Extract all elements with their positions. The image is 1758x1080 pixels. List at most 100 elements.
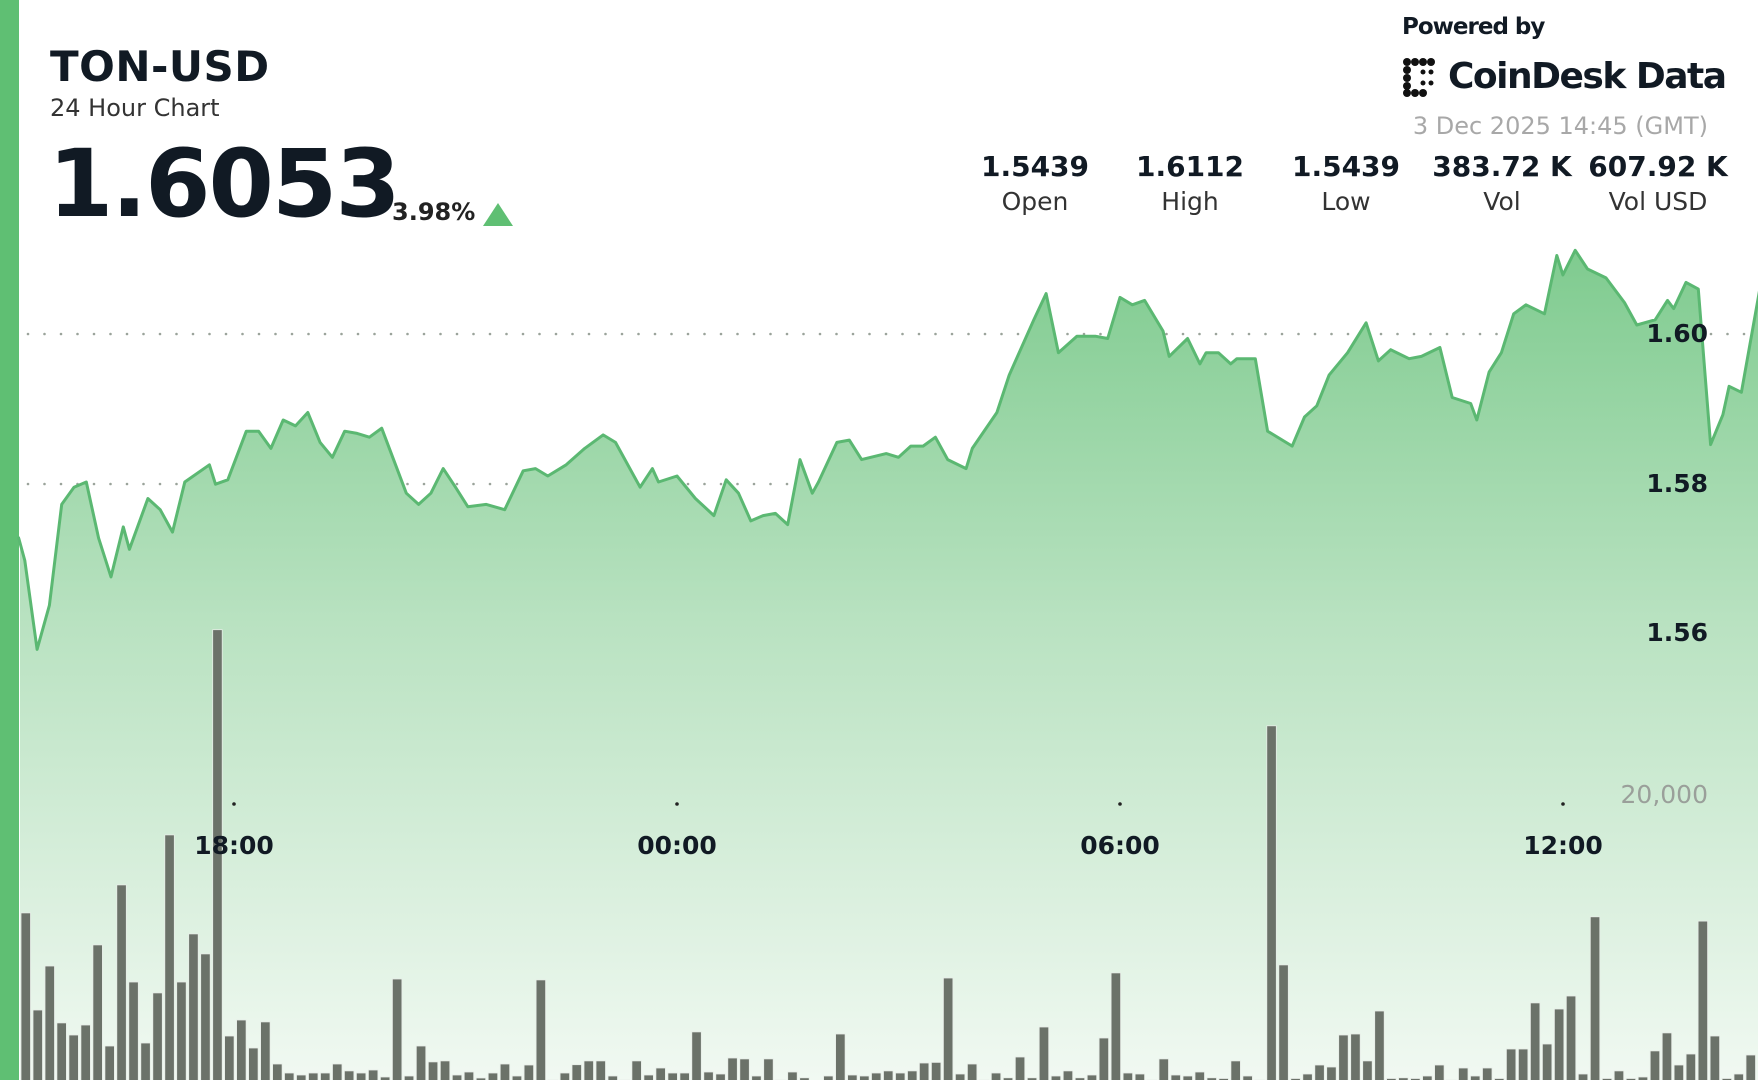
volume-bar (1565, 995, 1577, 1080)
volume-bar (1386, 1078, 1397, 1080)
volume-bar (56, 1022, 67, 1080)
volume-bar (1494, 1078, 1505, 1080)
volume-bar (164, 834, 175, 1080)
volume-bar (859, 1075, 870, 1080)
volume-bar (523, 1064, 534, 1080)
volume-bar (1661, 1032, 1673, 1080)
volume-bar (1745, 1054, 1756, 1080)
volume-bar (1733, 1073, 1744, 1080)
volume-bar (655, 1067, 666, 1080)
volume-bar (1122, 1072, 1133, 1080)
volume-bar (463, 1071, 475, 1080)
y-tick-label: 1.56 (1646, 618, 1708, 647)
volume-bar (1601, 1078, 1613, 1080)
stat-low: 1.5439 Low (1271, 150, 1421, 216)
volume-bar (1026, 1077, 1038, 1080)
stat-label: Low (1321, 187, 1371, 216)
volume-bar (1482, 1067, 1493, 1080)
volume-bar (691, 1031, 702, 1080)
volume-bar (1086, 1074, 1098, 1080)
volume-bar (44, 965, 55, 1080)
volume-bar (607, 1075, 618, 1080)
volume-bar (1398, 1077, 1409, 1080)
volume-bar (1194, 1071, 1205, 1080)
volume-bar (439, 1060, 451, 1080)
powered-by-label: Powered by (1402, 14, 1545, 40)
volume-bar (595, 1060, 606, 1080)
volume-bar (1410, 1078, 1421, 1080)
volume-bar (212, 629, 223, 1080)
volume-bar (20, 912, 31, 1080)
volume-bar (1589, 916, 1601, 1080)
accent-bar (0, 0, 19, 1080)
stat-high: 1.6112 High (1115, 150, 1265, 216)
volume-bar (1134, 1073, 1145, 1080)
volume-bar (739, 1058, 750, 1080)
volume-bar (1362, 1060, 1373, 1080)
stat-value: 1.5439 (980, 150, 1090, 183)
x-tick-mark (1561, 802, 1565, 806)
volume-bar (1314, 1064, 1325, 1080)
timestamp: 3 Dec 2025 14:45 (GMT) (1412, 112, 1708, 140)
up-triangle-icon (483, 203, 513, 226)
volume-bar (1038, 1026, 1050, 1080)
volume-bar (990, 1072, 1002, 1080)
volume-bar (188, 933, 199, 1080)
volume-bar (224, 1035, 235, 1080)
volume-bar (32, 1009, 43, 1080)
volume-bar (1074, 1077, 1086, 1080)
stat-vol: 383.72 K Vol (1427, 150, 1577, 216)
volume-bar (391, 978, 403, 1080)
volume-bar (1374, 1010, 1385, 1080)
stat-label: High (1161, 187, 1219, 216)
volume-bar (967, 1063, 978, 1080)
volume-bar (1350, 1033, 1361, 1080)
volume-bar (116, 884, 127, 1080)
volume-bar (1542, 1043, 1553, 1080)
volume-bar (631, 1060, 642, 1080)
volume-bar (1170, 1074, 1181, 1080)
volume-bar (1625, 1078, 1637, 1080)
volume-bar (703, 1071, 714, 1080)
x-tick-label: 12:00 (1523, 831, 1603, 860)
x-tick-mark (1118, 802, 1122, 806)
volume-bar (1062, 1070, 1074, 1080)
volume-bar (715, 1073, 726, 1080)
volume-bar (907, 1070, 918, 1080)
x-tick-mark (232, 802, 236, 806)
stat-value: 607.92 K (1588, 150, 1728, 183)
volume-bar (955, 1073, 966, 1080)
volume-bar (1506, 1048, 1517, 1080)
volume-bar (80, 1024, 91, 1080)
pair-title: TON-USD (50, 42, 270, 91)
x-tick-label: 00:00 (637, 831, 717, 860)
volume-bar (667, 1072, 678, 1080)
y-tick-label: 1.58 (1646, 469, 1708, 498)
volume-bar (895, 1072, 906, 1080)
volume-bar (451, 1074, 463, 1080)
volume-bar (1206, 1077, 1217, 1080)
volume-bar (1422, 1075, 1433, 1080)
x-tick-label: 18:00 (194, 831, 274, 860)
volume-bar (272, 1063, 283, 1080)
stat-label: Open (1001, 187, 1069, 216)
volume-bar (355, 1072, 367, 1080)
volume-bar (763, 1058, 774, 1080)
volume-bar (535, 979, 546, 1080)
y-tick-label: 1.60 (1646, 319, 1708, 348)
volume-bar (1613, 1070, 1625, 1080)
volume-bar (643, 1074, 654, 1080)
coindesk-logo: CoinDesk Data (1402, 56, 1727, 97)
stat-label: Vol (1483, 187, 1521, 216)
volume-bar (1721, 1078, 1732, 1080)
x-tick-mark (675, 802, 679, 806)
volume-bar (296, 1074, 307, 1080)
volume-bar (248, 1047, 259, 1080)
volume-bar (92, 944, 103, 1080)
volume-bar (583, 1060, 594, 1080)
volume-bar (1554, 1008, 1565, 1080)
volume-bar (1266, 725, 1277, 1080)
volume-bar (200, 953, 211, 1080)
volume-bar (1637, 1076, 1649, 1080)
